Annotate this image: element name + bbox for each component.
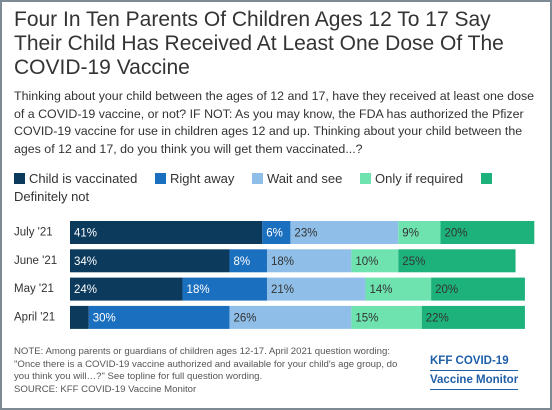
bar-segment bbox=[70, 305, 89, 329]
legend-item: Only if required bbox=[359, 171, 464, 186]
y-tick-label: May '21 bbox=[14, 283, 54, 295]
bar-segment bbox=[229, 305, 352, 329]
chart-title: Four In Ten Parents Of Children Ages 12 … bbox=[14, 8, 504, 79]
data-label: 14% bbox=[369, 284, 392, 296]
bar-segment bbox=[431, 277, 525, 301]
logo: KFF COVID-19 Vaccine Monitor bbox=[430, 352, 519, 390]
data-label: 25% bbox=[402, 256, 425, 268]
legend-swatch bbox=[155, 173, 167, 184]
data-label: 30% bbox=[93, 312, 116, 324]
y-tick-label: June '21 bbox=[14, 255, 57, 267]
bar-segment bbox=[398, 221, 441, 244]
legend-label: Right away bbox=[170, 171, 235, 186]
data-label: 26% bbox=[233, 312, 256, 324]
bar-segment bbox=[351, 249, 399, 273]
bar-segment bbox=[440, 221, 535, 244]
bar-segment bbox=[398, 249, 516, 273]
logo-line: KFF COVID-19 bbox=[430, 352, 519, 371]
legend-swatch bbox=[359, 173, 371, 184]
subtitle: Thinking about your child between the ag… bbox=[14, 89, 535, 156]
bar-segment bbox=[70, 277, 183, 301]
bar-segment bbox=[290, 221, 399, 244]
bar-segment bbox=[266, 277, 366, 301]
data-label: 41% bbox=[74, 228, 97, 240]
data-label: 20% bbox=[445, 228, 468, 240]
legend-item: Definitely not bbox=[14, 171, 496, 204]
legend: Child is vaccinated Right away Wait and … bbox=[14, 170, 534, 206]
source: SOURCE: KFF COVID-19 Vaccine Monitor bbox=[14, 383, 197, 395]
legend-label: Definitely not bbox=[14, 189, 90, 204]
legend-swatch bbox=[251, 173, 263, 184]
data-label: 8% bbox=[233, 256, 250, 268]
bar-segment bbox=[88, 305, 230, 329]
data-label: 21% bbox=[271, 284, 294, 296]
legend-swatch bbox=[480, 173, 492, 184]
bar-segment bbox=[421, 305, 525, 329]
legend-swatch bbox=[14, 173, 25, 184]
bar-segment bbox=[70, 249, 230, 273]
data-label: 20% bbox=[435, 284, 458, 296]
note: NOTE: Among parents or guardians of chil… bbox=[14, 346, 398, 382]
legend-label: Child is vaccinated bbox=[29, 171, 138, 186]
data-label: 34% bbox=[74, 256, 97, 268]
data-label: 9% bbox=[402, 228, 419, 240]
legend-item: Right away bbox=[155, 171, 234, 186]
legend-label: Wait and see bbox=[266, 171, 343, 186]
notes: NOTE: Among parents or guardians of chil… bbox=[14, 346, 414, 396]
legend-item: Child is vaccinated bbox=[14, 171, 137, 186]
bar-segment bbox=[351, 305, 422, 329]
data-label: 10% bbox=[355, 256, 378, 268]
plot-area: July '21 41% 6% 23% 9% 20% June '21 34% 8% 18% 10%… bbox=[14, 221, 535, 329]
bar-segment bbox=[365, 277, 432, 301]
data-label: 24% bbox=[74, 284, 97, 296]
bar-segment bbox=[266, 249, 352, 273]
data-label: 23% bbox=[294, 228, 317, 240]
bar-segment bbox=[182, 277, 267, 301]
data-label: 15% bbox=[355, 312, 378, 324]
data-label: 18% bbox=[187, 284, 210, 296]
data-label: 6% bbox=[266, 228, 283, 240]
legend-item: Wait and see bbox=[251, 171, 343, 186]
y-tick-label: July '21 bbox=[14, 227, 53, 239]
y-tick-label: April '21 bbox=[14, 311, 55, 323]
bar-segment bbox=[262, 221, 291, 244]
bar-segment bbox=[229, 249, 267, 273]
bar-segment bbox=[70, 221, 263, 244]
data-label: 18% bbox=[271, 256, 294, 268]
logo-line: Vaccine Monitor bbox=[430, 371, 519, 390]
data-label: 22% bbox=[426, 312, 449, 324]
legend-label: Only if required bbox=[374, 171, 464, 186]
